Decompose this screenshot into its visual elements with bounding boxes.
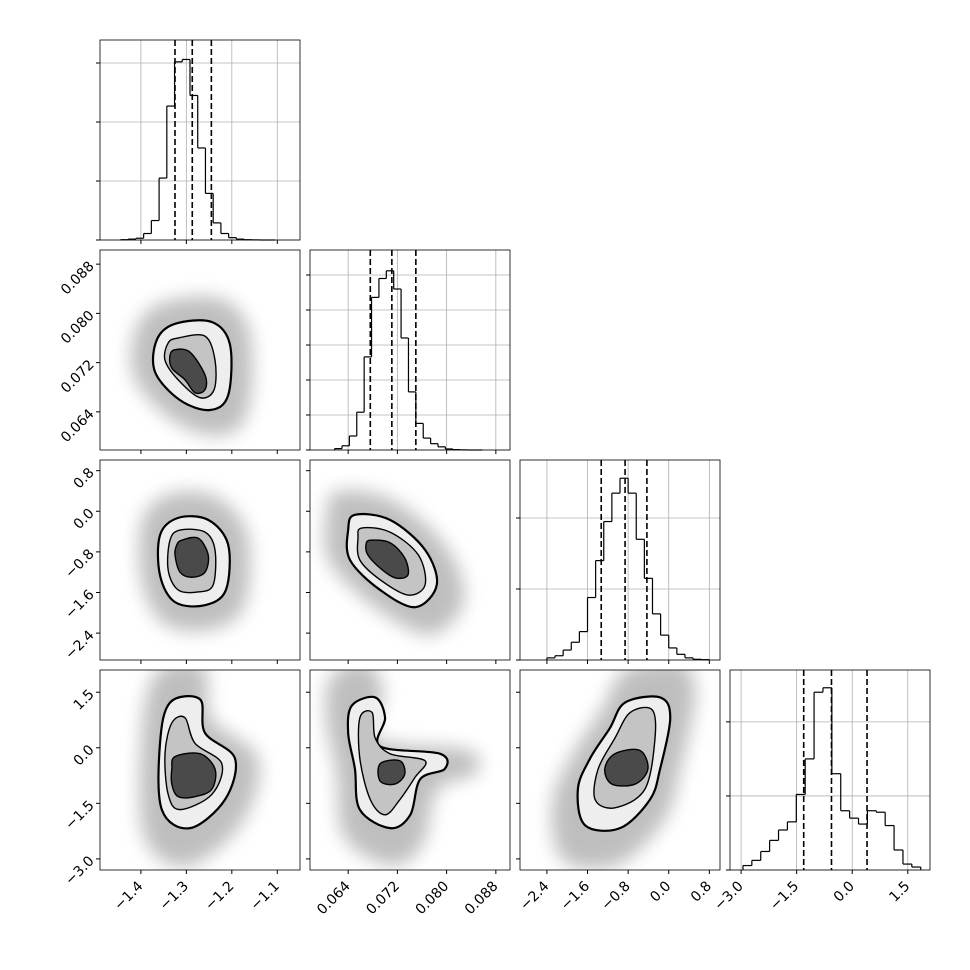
x-tick-label: 0.0 [831, 878, 858, 905]
x-tick-label: −3.0 [711, 878, 746, 913]
pair-panel [325, 670, 481, 866]
x-tick-label: −2.4 [517, 878, 552, 913]
panel-frame [99, 39, 301, 241]
pair-panel [324, 490, 465, 635]
x-tick-label: 1.5 [886, 878, 913, 905]
x-tick-label: 0.0 [647, 878, 674, 905]
panel-frame [729, 669, 931, 871]
y-tick-label: −3.0 [62, 853, 97, 888]
y-tick-label: 0.064 [58, 406, 98, 446]
y-tick-label: −1.5 [62, 798, 97, 833]
y-tick-label: 1.5 [71, 687, 98, 714]
panel-frame [99, 459, 301, 661]
y-tick-label: 0.0 [71, 742, 98, 769]
panel-frame [519, 669, 721, 871]
x-tick-label: −1.2 [202, 878, 237, 913]
density-contour [174, 536, 210, 578]
pair-panel [130, 296, 253, 436]
pair-panel [551, 670, 696, 869]
x-tick-label: −1.4 [111, 878, 146, 913]
y-tick-label: 0.0 [71, 506, 98, 533]
density-contour [168, 348, 208, 395]
y-tick-label: −2.4 [62, 627, 97, 662]
pair-panel [138, 491, 251, 632]
x-tick-label: −1.3 [157, 878, 192, 913]
panel-frame [309, 669, 511, 871]
pair-panel [139, 670, 260, 867]
panel-frame [99, 669, 301, 871]
y-tick-label: −0.8 [62, 546, 97, 581]
density-contour [604, 748, 649, 787]
x-tick-label: −1.1 [248, 878, 283, 913]
panel-frame [519, 459, 721, 661]
x-tick-label: −1.5 [767, 878, 802, 913]
panel-frame [309, 459, 511, 661]
y-tick-label: 0.8 [71, 465, 98, 492]
density-contour [170, 752, 217, 799]
panel-frame [309, 249, 511, 451]
x-tick-label: 0.088 [462, 878, 502, 918]
y-tick-label: 0.088 [58, 258, 98, 298]
x-tick-label: −1.6 [558, 878, 593, 913]
x-tick-label: 0.064 [314, 878, 354, 918]
y-tick-label: −1.6 [62, 587, 97, 622]
y-tick-label: 0.072 [58, 357, 98, 397]
x-tick-label: 0.080 [413, 878, 453, 918]
y-tick-label: 0.080 [58, 308, 98, 348]
density-contour [365, 539, 410, 580]
panel-frame [99, 249, 301, 451]
x-tick-label: 0.8 [688, 878, 715, 905]
x-tick-label: −0.8 [598, 878, 633, 913]
density-contour [377, 759, 406, 786]
x-tick-label: 0.072 [363, 878, 403, 918]
